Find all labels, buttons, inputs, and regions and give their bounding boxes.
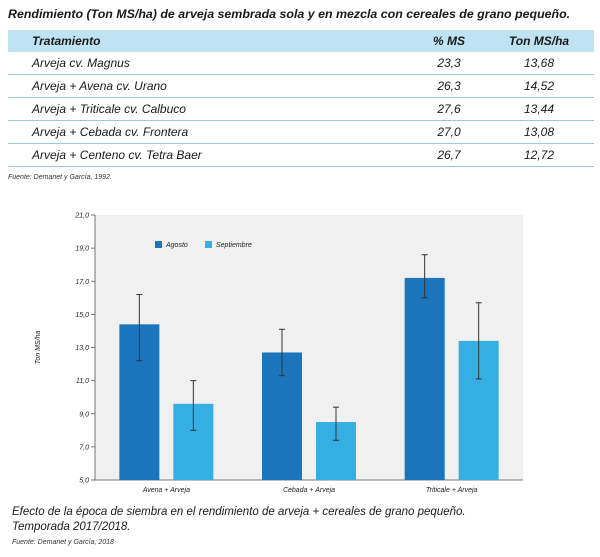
cell-ton: 13,08 bbox=[523, 125, 555, 139]
legend-swatch-agosto bbox=[155, 241, 162, 248]
table-row: Arveja cv. Magnus 23,3 13,68 bbox=[8, 52, 594, 75]
cell-ton: 14,52 bbox=[523, 79, 555, 93]
header-ton-ms-ha: Ton MS/ha bbox=[508, 34, 570, 48]
table-source: Fuente: Demanet y García, 1992. bbox=[8, 174, 112, 181]
y-tick-label: 15,0 bbox=[75, 312, 89, 319]
cell-ms: 23,3 bbox=[437, 56, 461, 70]
cell-ms: 27,6 bbox=[437, 102, 461, 116]
caption-line-1: Efecto de la época de siembra en el rend… bbox=[12, 506, 466, 518]
cell-ms: 26,3 bbox=[437, 79, 461, 93]
table-title: Rendimiento (Ton MS/ha) de arveja sembra… bbox=[8, 7, 571, 21]
cell-ton: 12,72 bbox=[523, 148, 555, 162]
y-tick-label: 19,0 bbox=[75, 246, 89, 253]
bar-agosto-3 bbox=[404, 277, 445, 480]
table-row: Arveja + Centeno cv. Tetra Baer 26,7 12,… bbox=[8, 144, 594, 167]
cell-treatment: Arveja cv. Magnus bbox=[32, 56, 130, 70]
y-tick-label: 7,0 bbox=[79, 444, 89, 451]
x-tick-label: Avena + Arveja bbox=[142, 487, 190, 494]
cell-treatment: Arveja + Centeno cv. Tetra Baer bbox=[32, 148, 202, 162]
yield-bar-chart: 5,0 7,0 9,0 11,0 13,0 15,0 17,0 19,0 21,0 Ton MS/… bbox=[35, 213, 523, 494]
y-tick-label: 5,0 bbox=[79, 478, 89, 485]
legend-label-agosto: Agosto bbox=[165, 242, 188, 249]
y-tick-label: 13,0 bbox=[75, 345, 89, 352]
y-tick-label: 9,0 bbox=[79, 411, 89, 418]
header-tratamiento: Tratamiento bbox=[32, 34, 101, 48]
cell-treatment: Arveja + Avena cv. Urano bbox=[32, 79, 167, 93]
cell-treatment: Arveja + Cebada cv. Frontera bbox=[32, 125, 189, 139]
table-header-row: Tratamiento % MS Ton MS/ha bbox=[8, 30, 594, 52]
header-ms-percent: % MS bbox=[432, 34, 465, 48]
legend-label-septiembre: Septiembre bbox=[216, 242, 252, 249]
chart-caption: Efecto de la época de siembra en el rend… bbox=[12, 505, 572, 535]
cell-ton: 13,68 bbox=[523, 56, 555, 70]
y-tick-label: 11,0 bbox=[76, 378, 89, 385]
y-tick-label: 21,0 bbox=[74, 213, 89, 220]
cell-ton: 13,44 bbox=[523, 102, 555, 116]
caption-line-2: Temporada 2017/2018. bbox=[12, 521, 131, 533]
y-axis-label: Ton MS/ha bbox=[35, 331, 42, 365]
plot-background bbox=[95, 215, 523, 480]
y-tick-label: 17,0 bbox=[75, 279, 89, 286]
table-row: Arveja + Avena cv. Urano 26,3 14,52 bbox=[8, 75, 594, 98]
cell-ms: 27,0 bbox=[437, 125, 461, 139]
x-tick-label: Triticale + Arveja bbox=[426, 487, 478, 494]
cell-treatment: Arveja + Triticale cv. Calbuco bbox=[32, 102, 186, 116]
legend-swatch-septiembre bbox=[205, 241, 212, 248]
cell-ms: 26,7 bbox=[437, 148, 461, 162]
chart-source: Fuente: Demanet y García, 2018 bbox=[12, 539, 114, 546]
yield-table: Tratamiento % MS Ton MS/ha Arveja cv. Ma… bbox=[8, 30, 594, 167]
table-row: Arveja + Triticale cv. Calbuco 27,6 13,4… bbox=[8, 98, 594, 121]
x-tick-label: Cebada + Arveja bbox=[283, 487, 335, 494]
table-row: Arveja + Cebada cv. Frontera 27,0 13,08 bbox=[8, 121, 594, 144]
